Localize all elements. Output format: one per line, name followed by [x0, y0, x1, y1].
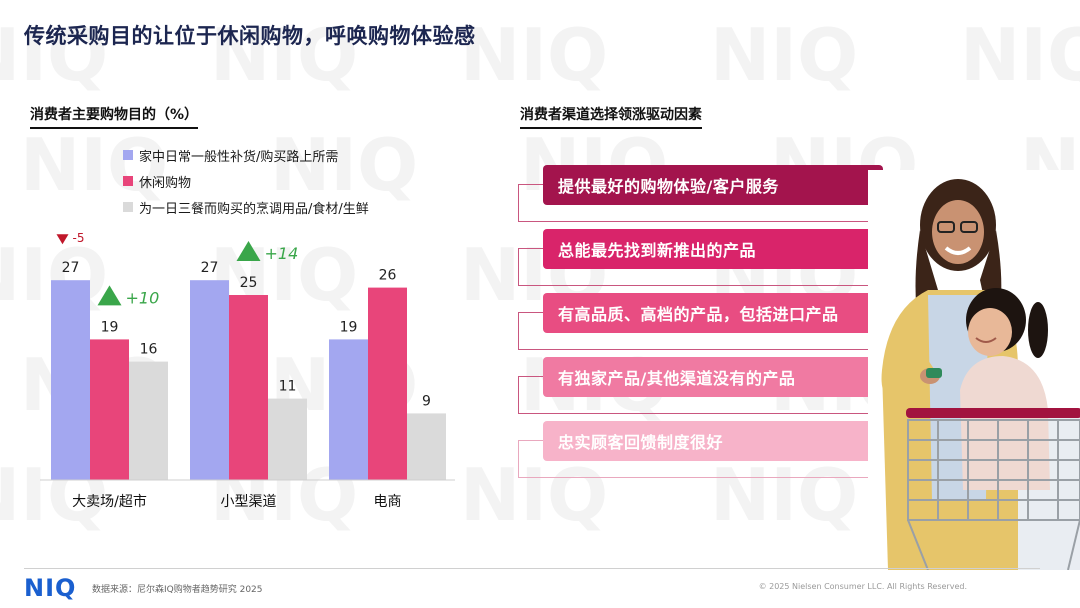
watermark-text: NIQ	[710, 13, 858, 97]
shopper-photo	[868, 170, 1080, 570]
page-title: 传统采购目的让位于休闲购物，呼唤购物体验感	[24, 24, 476, 48]
legend-item-restock: 家中日常一般性补货/购买路上所需	[123, 142, 369, 168]
bar-value-label: 19	[101, 319, 119, 335]
bar-value-label: 27	[62, 260, 80, 276]
bar-value-label: 25	[240, 275, 258, 291]
bar	[90, 339, 129, 480]
copyright: © 2025 Nielsen Consumer LLC. All Rights …	[758, 582, 967, 591]
driver-item-experience: 提供最好的购物体验/客户服务	[543, 165, 883, 205]
bar	[190, 280, 229, 480]
bar	[407, 413, 446, 480]
legend-swatch	[123, 202, 133, 212]
legend-label: 休闲购物	[139, 175, 192, 191]
bar	[268, 398, 307, 480]
trend-down-icon	[56, 234, 69, 245]
bar-value-label: 16	[140, 342, 158, 358]
legend-swatch	[123, 150, 133, 160]
driver-item-premium: 有高品质、高档的产品，包括进口产品	[543, 293, 883, 333]
bar	[229, 295, 268, 480]
right-section-title: 消费者渠道选择领涨驱动因素	[520, 104, 702, 129]
footer-divider	[24, 568, 1040, 569]
left-section-title: 消费者主要购物目的（%）	[30, 104, 199, 129]
legend-item-meals: 为一日三餐而购买的烹调用品/食材/生鲜	[123, 194, 369, 220]
x-tick-label: 小型渠道	[221, 494, 277, 510]
driver-item-new-products: 总能最先找到新推出的产品	[543, 229, 883, 269]
bar	[368, 287, 407, 480]
driver-item-exclusive: 有独家产品/其他渠道没有的产品	[543, 357, 883, 397]
bar-value-label: 11	[279, 379, 297, 395]
bar	[129, 361, 168, 480]
x-tick-label: 电商	[374, 494, 402, 510]
legend-item-leisure: 休闲购物	[123, 168, 369, 194]
driver-item-loyalty: 忠实顾客回馈制度很好	[543, 421, 883, 461]
legend-swatch	[123, 176, 133, 186]
change-label: +14	[265, 244, 299, 263]
change-label: -5	[73, 231, 85, 245]
legend-label: 家中日常一般性补货/购买路上所需	[139, 149, 339, 165]
legend-label: 为一日三餐而购买的烹调用品/食材/生鲜	[139, 201, 369, 217]
niq-logo: NIQ	[24, 574, 77, 602]
purchase-purpose-bar-chart: 27 19 16 大卖场/超市 27 25 11 小型渠道 19 26 9 电商 -5 +10 +14	[40, 231, 455, 510]
x-tick-label: 大卖场/超市	[72, 493, 147, 510]
change-label: +10	[126, 288, 160, 307]
bar-value-label: 27	[201, 260, 219, 276]
bar	[329, 339, 368, 480]
watermark-text: NIQ	[960, 13, 1080, 97]
bar-value-label: 26	[379, 268, 397, 284]
chart-legend: 家中日常一般性补货/购买路上所需 休闲购物 为一日三餐而购买的烹调用品/食材/生…	[123, 142, 369, 220]
bar	[51, 280, 90, 480]
trend-up-icon	[97, 285, 122, 306]
data-source: 数据来源：尼尔森IQ购物者趋势研究 2025	[92, 585, 263, 595]
trend-up-icon	[236, 241, 261, 261]
bar-value-label: 19	[340, 319, 358, 335]
bar-value-label: 9	[422, 393, 431, 409]
